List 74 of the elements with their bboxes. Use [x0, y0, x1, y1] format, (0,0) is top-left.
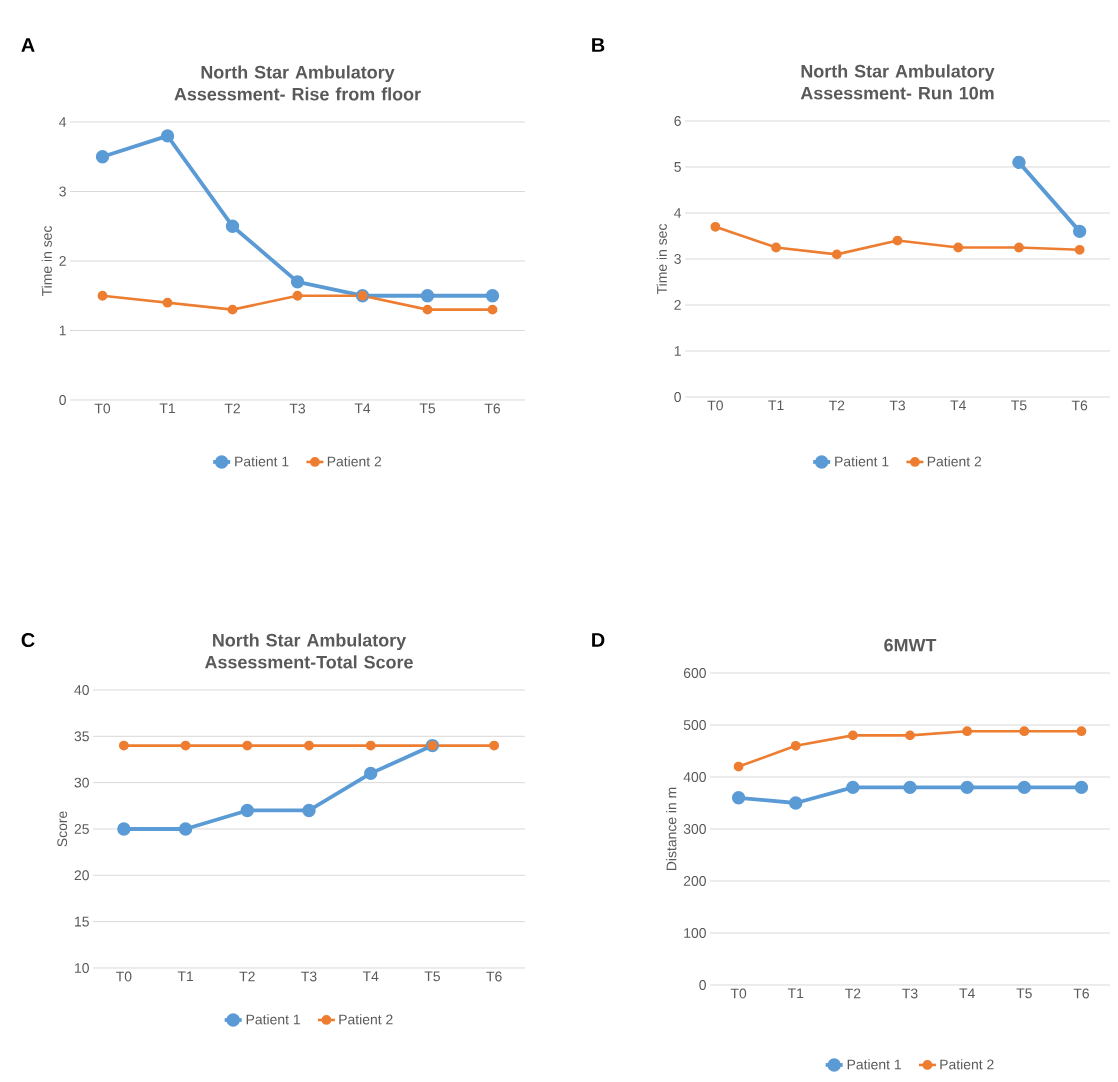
legend-label: Patient 2: [940, 1059, 994, 1070]
y-tick-label: 4: [674, 208, 682, 218]
text: D: [592, 633, 605, 647]
x-tick-label: T3: [289, 403, 306, 414]
legend-label: Patient 1: [847, 1059, 901, 1070]
x-tick-label: T2: [845, 988, 861, 999]
legend-label: Patient 1: [235, 456, 289, 467]
x-tick-label: T1: [768, 400, 784, 411]
x-tick-label: T6: [1073, 988, 1089, 999]
y-tick-label: 0: [674, 392, 681, 402]
y-tick-label: 0: [699, 980, 706, 990]
text: B: [592, 38, 605, 52]
legend-label: Patient 1: [246, 1014, 300, 1025]
y-tick-label: 30: [74, 777, 89, 788]
text: A: [21, 38, 35, 52]
x-tick-label: T4: [950, 400, 966, 411]
x-tick-label: T2: [828, 400, 845, 411]
y-axis-title: Distance in m: [666, 787, 677, 871]
y-tick-label: 5: [674, 162, 681, 172]
chart-title: North Star Ambulatory Assessment- Rise from floor: [174, 65, 421, 101]
y-tick-label: 1: [59, 325, 66, 336]
y-tick-label: 300: [683, 824, 706, 834]
y-tick-label: 4: [59, 117, 67, 127]
x-tick-label: T1: [177, 971, 194, 982]
y-tick-label: 500: [683, 720, 706, 730]
y-axis-title: Score: [57, 811, 68, 847]
y-tick-label: 6: [674, 116, 681, 126]
y-tick-label: 10: [75, 963, 89, 973]
x-tick-label: T0: [94, 403, 111, 414]
x-tick-label: T6: [486, 971, 502, 982]
x-tick-label: T3: [889, 400, 906, 411]
y-tick-label: 200: [683, 876, 706, 886]
text: C: [21, 632, 35, 648]
chart-title: North Star Ambulatory Assessment- Run 10m: [800, 64, 995, 100]
y-tick-label: 25: [74, 824, 89, 834]
y-axis-title: Time in sec: [41, 225, 52, 297]
x-tick-label: T6: [1071, 400, 1088, 411]
chart-title: North Star Ambulatory Assessment-Total Score: [204, 633, 413, 669]
x-tick-label: T2: [239, 971, 255, 982]
x-tick-label: T4: [959, 988, 975, 999]
x-tick-label: T3: [301, 971, 317, 982]
x-tick-label: T5: [1016, 988, 1032, 999]
x-tick-label: T4: [362, 971, 379, 982]
y-axis-title: Time in sec: [656, 223, 667, 295]
y-tick-label: 2: [59, 256, 66, 266]
legend-label: Patient 2: [927, 456, 982, 467]
x-tick-label: T1: [787, 988, 804, 999]
x-tick-label: T5: [424, 971, 440, 982]
y-tick-label: 40: [74, 685, 89, 695]
x-tick-label: T6: [484, 403, 501, 414]
legend-label: Patient 1: [835, 456, 889, 467]
y-tick-label: 0: [59, 395, 66, 405]
y-tick-label: 3: [59, 186, 66, 197]
y-tick-label: 35: [74, 731, 89, 742]
x-tick-label: T0: [730, 988, 747, 999]
x-tick-label: T5: [419, 403, 436, 414]
y-tick-label: 3: [674, 254, 681, 264]
y-tick-label: 1: [674, 346, 681, 356]
legend-label: Patient 2: [327, 456, 382, 467]
y-tick-label: 20: [74, 870, 89, 881]
y-tick-label: 15: [75, 916, 89, 927]
y-tick-label: 600: [683, 668, 706, 678]
x-tick-label: T0: [707, 400, 723, 411]
x-tick-label: T5: [1011, 400, 1027, 411]
chart-title: 6MWT: [884, 638, 937, 652]
y-tick-label: 400: [683, 772, 706, 782]
y-tick-label: 2: [674, 300, 681, 310]
y-tick-label: 100: [684, 928, 706, 938]
x-tick-label: T3: [902, 988, 918, 999]
x-tick-label: T1: [159, 403, 175, 414]
legend-label: Patient 2: [339, 1014, 393, 1025]
x-tick-label: T0: [116, 971, 132, 982]
x-tick-label: T4: [354, 403, 371, 414]
x-tick-label: T2: [224, 403, 240, 414]
